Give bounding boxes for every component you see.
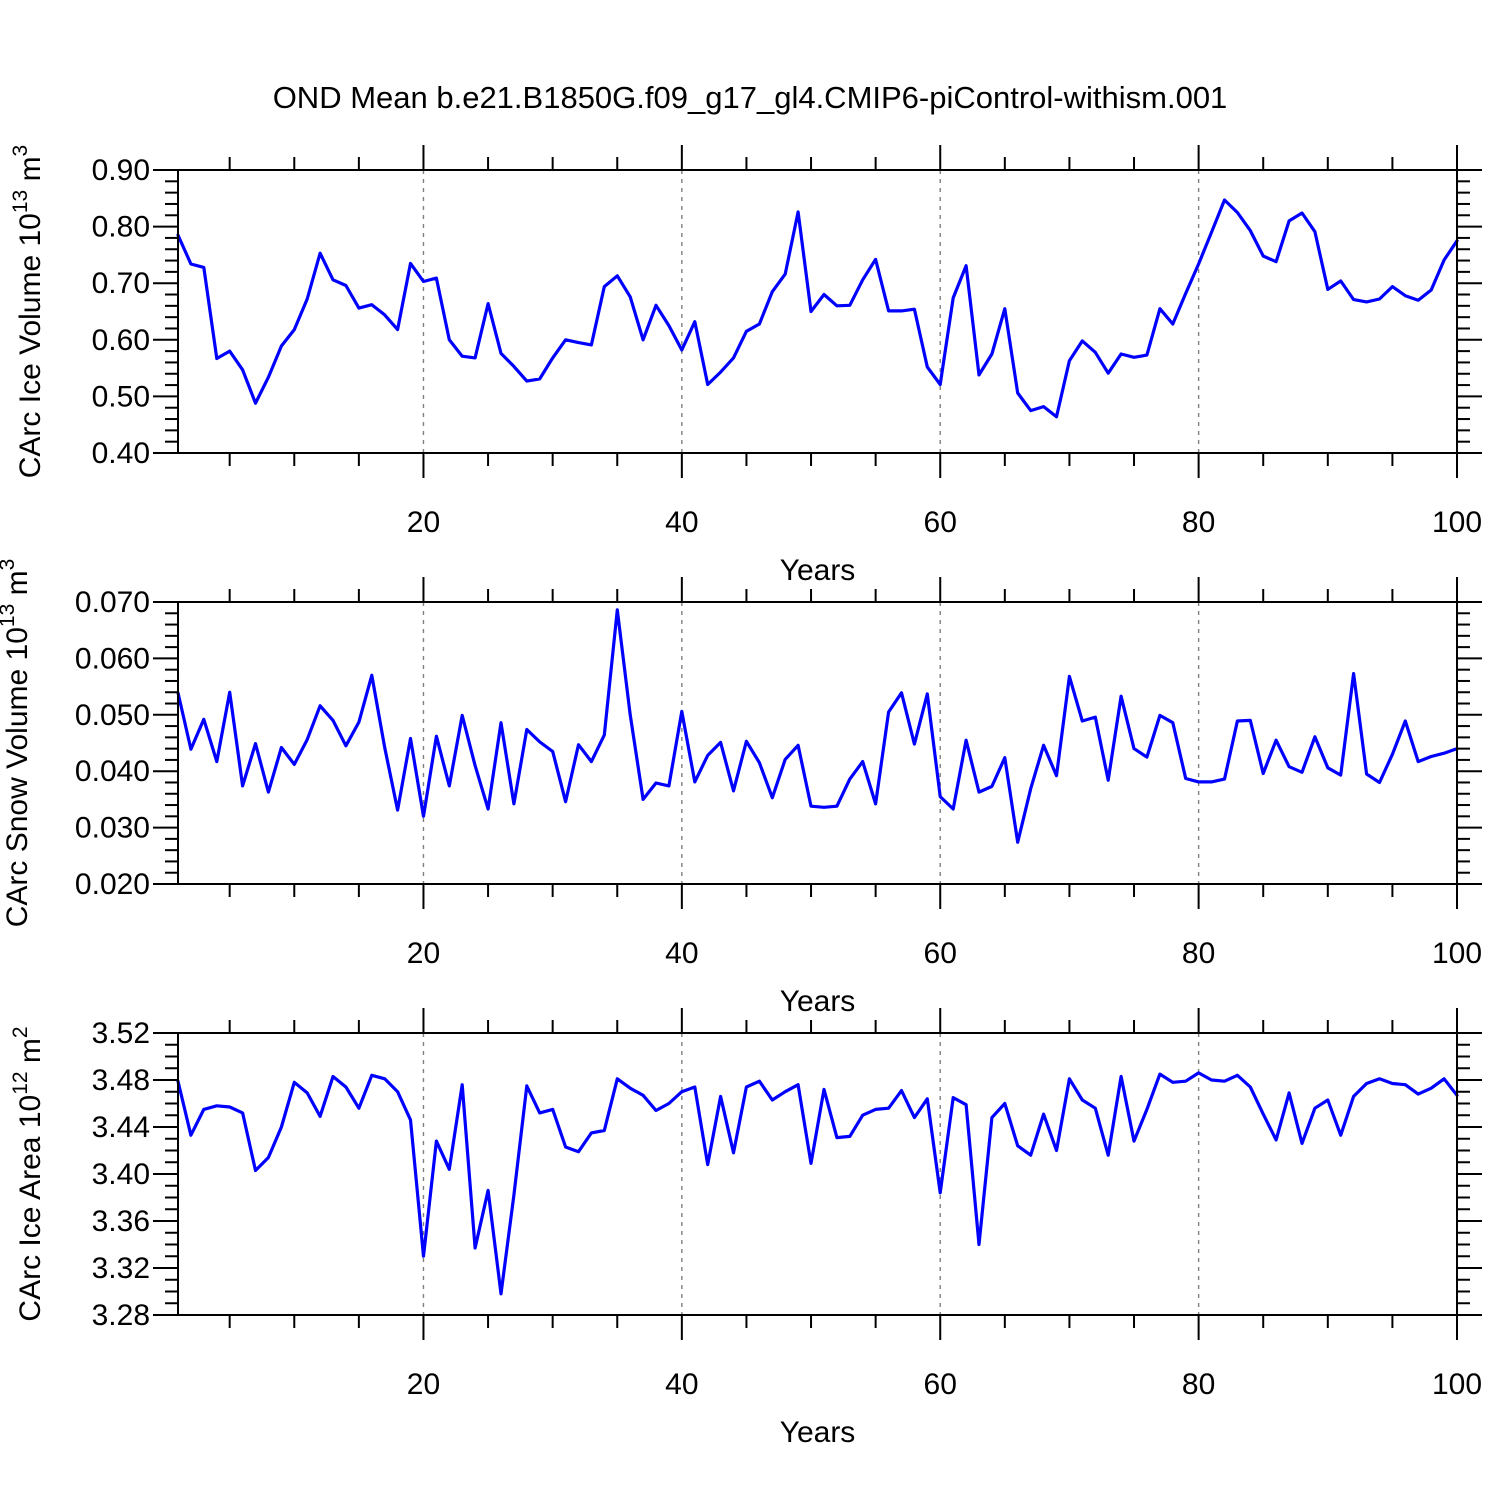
plot-box bbox=[177, 169, 1458, 454]
y-tick-label: 0.050 bbox=[75, 699, 150, 732]
x-tick-label: 100 bbox=[1432, 1368, 1482, 1401]
x-axis-title: Years bbox=[780, 1416, 856, 1449]
y-tick-label: 0.070 bbox=[75, 586, 150, 619]
y-tick-label: 3.40 bbox=[92, 1158, 150, 1191]
ice-volume-series-line bbox=[176, 198, 1459, 419]
y-axis-title: CArc Ice Volume 1013​ m3​ bbox=[9, 145, 47, 479]
y-tick-label: 0.50 bbox=[92, 380, 150, 413]
y-tick-label: 0.90 bbox=[92, 154, 150, 187]
ice-area-series-line bbox=[176, 1071, 1459, 1296]
x-axis-title: Years bbox=[780, 554, 856, 587]
y-tick-label: 0.60 bbox=[92, 324, 150, 357]
y-tick-label: 0.060 bbox=[75, 642, 150, 675]
x-tick-label: 80 bbox=[1182, 506, 1215, 539]
y-tick-label: 0.030 bbox=[75, 812, 150, 845]
y-tick-label: 0.70 bbox=[92, 267, 150, 300]
plot-box bbox=[177, 1032, 1458, 1316]
x-tick-label: 80 bbox=[1182, 1368, 1215, 1401]
x-tick-label: 60 bbox=[924, 506, 957, 539]
snow-volume-series-line bbox=[176, 608, 1459, 844]
x-tick-label: 40 bbox=[665, 506, 698, 539]
y-tick-label: 0.80 bbox=[92, 211, 150, 244]
y-tick-label: 3.44 bbox=[92, 1111, 150, 1144]
y-tick-label: 3.28 bbox=[92, 1299, 150, 1332]
x-tick-label: 20 bbox=[407, 1368, 440, 1401]
figure-title: OND Mean b.e21.B1850G.f09_g17_gl4.CMIP6-… bbox=[272, 80, 1228, 115]
y-tick-label: 0.040 bbox=[75, 755, 150, 788]
x-tick-label: 40 bbox=[665, 937, 698, 970]
x-tick-label: 100 bbox=[1432, 937, 1482, 970]
y-tick-label: 0.020 bbox=[75, 868, 150, 901]
y-axis-title: CArc Snow Volume 1013​ m3​ bbox=[0, 559, 34, 928]
y-tick-label: 3.48 bbox=[92, 1064, 150, 1097]
plot-box bbox=[177, 601, 1458, 885]
y-axis-title: CArc Ice Area 1012​ m2​ bbox=[9, 1026, 47, 1321]
x-tick-label: 60 bbox=[924, 1368, 957, 1401]
x-tick-label: 40 bbox=[665, 1368, 698, 1401]
x-tick-label: 20 bbox=[407, 937, 440, 970]
y-tick-label: 3.36 bbox=[92, 1205, 150, 1238]
y-tick-label: 0.40 bbox=[92, 437, 150, 470]
x-axis-title: Years bbox=[780, 985, 856, 1018]
y-tick-label: 3.32 bbox=[92, 1252, 150, 1285]
x-tick-label: 100 bbox=[1432, 506, 1482, 539]
y-tick-label: 3.52 bbox=[92, 1017, 150, 1050]
x-tick-label: 20 bbox=[407, 506, 440, 539]
x-tick-label: 60 bbox=[924, 937, 957, 970]
x-tick-label: 80 bbox=[1182, 937, 1215, 970]
